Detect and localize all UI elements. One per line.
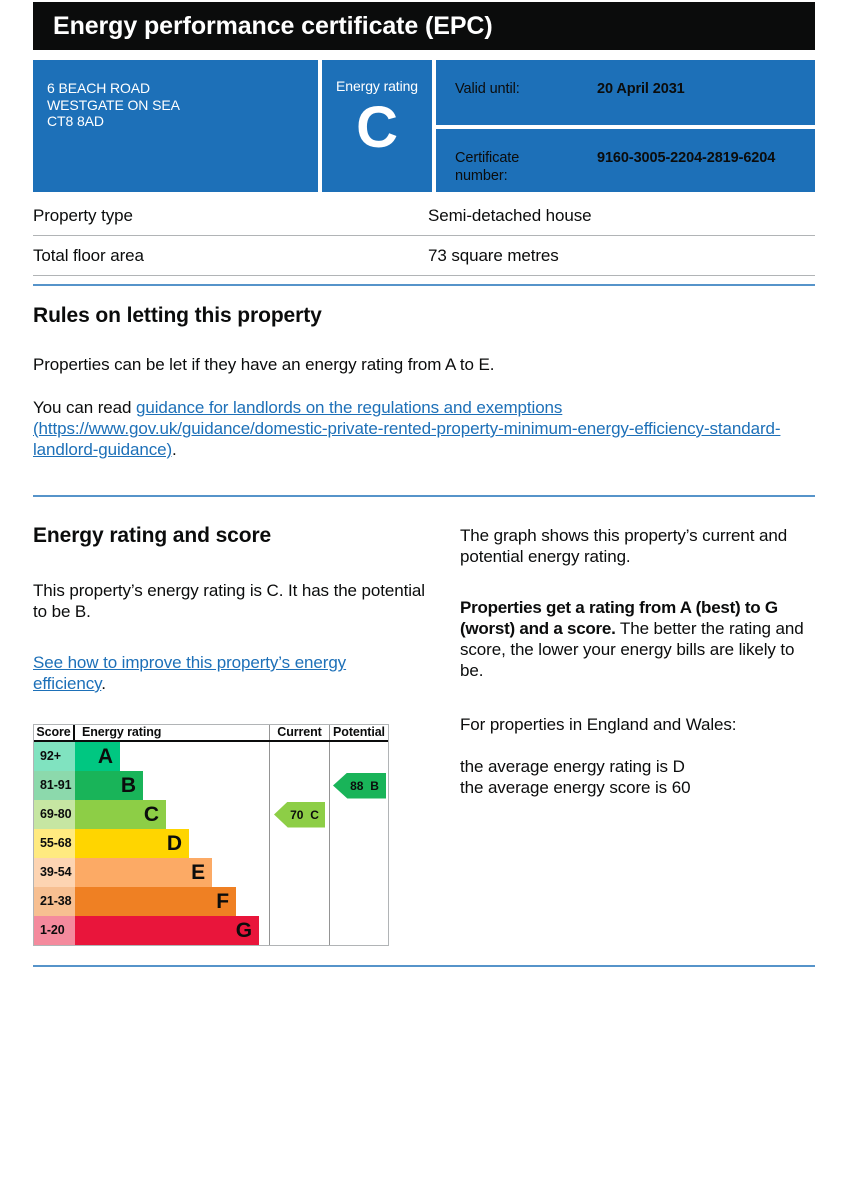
energy-rating-label: Energy rating [336,78,418,94]
band-bar-c: C [75,800,166,829]
valid-until-value: 20 April 2031 [597,81,685,97]
band-bar-g: G [75,916,259,945]
potential-score: 88 [350,778,364,793]
section-divider [33,495,815,497]
rating-explanation-rest: The better the rating and score, the low… [460,619,804,680]
address-line-2: WESTGATE ON SEA [47,96,180,113]
landlord-guidance-link[interactable]: guidance for landlords on the regulation… [33,398,781,459]
band-bar-b: B [75,771,143,800]
current-score: 70 [290,807,304,822]
epc-band-row-a: 92+ A [34,742,388,771]
graph-description-paragraph: The graph shows this property’s current … [460,526,788,566]
property-facts-table: Property type Semi-detached house Total … [33,196,815,276]
guidance-prefix-text: You can read [33,398,136,417]
improve-efficiency-link[interactable]: See how to improve this property’s energ… [33,653,347,693]
property-type-label: Property type [33,206,133,225]
band-score-range: 55-68 [34,829,75,858]
score-column-header: Score [34,725,75,740]
improve-suffix-text: . [101,674,106,693]
rules-paragraph: Properties can be let if they have an en… [33,355,495,374]
rules-guidance-paragraph: You can read guidance for landlords on t… [33,397,815,460]
floor-area-value: 73 square metres [428,246,559,265]
band-score-range: 69-80 [34,800,75,829]
epc-band-row-b: 81-91 B [34,771,388,800]
epc-band-row-e: 39-54 E [34,858,388,887]
epc-rating-chart: Score Energy rating Current Potential 92… [33,724,389,946]
current-column-line [269,742,270,945]
band-score-range: 39-54 [34,858,75,887]
energy-rating-box: Energy rating C [322,60,432,192]
property-address: 6 BEACH ROAD WESTGATE ON SEA CT8 8AD [33,60,318,192]
page-title-bar: Energy performance certificate (EPC) [33,2,815,50]
epc-chart-body: 92+ A 81-91 B 69-80 C 55-68 D 39-54 E 21-38 F 1-20 G 7… [34,742,388,945]
band-score-range: 1-20 [34,916,75,945]
valid-until-row: Valid until: 20 April 2031 [436,60,815,125]
epc-band-row-g: 1-20 G [34,916,388,945]
energy-rating-column-header: Energy rating [82,725,162,739]
rating-left-column: Energy rating and score This property’s … [33,505,460,946]
average-score-line: the average energy score is 60 [460,778,691,797]
section-divider [33,965,815,967]
band-score-range: 81-91 [34,771,75,800]
guidance-suffix-text: . [172,440,177,459]
energy-rating-letter: C [356,95,398,160]
energy-rating-section: Energy rating and score This property’s … [33,505,815,946]
rating-heading: Energy rating and score [33,524,272,547]
average-rating-line: the average energy rating is D [460,757,685,776]
address-line-3: CT8 8AD [47,113,104,129]
address-line-1: 6 BEACH ROAD [47,80,151,96]
current-column-header: Current [269,725,329,740]
property-type-value: Semi-detached house [428,206,592,225]
band-bar-a: A [75,742,120,771]
rating-explanation-paragraph: Properties get a rating from A (best) to… [460,597,815,681]
band-bar-e: E [75,858,212,887]
section-divider [33,284,815,286]
epc-band-row-d: 55-68 D [34,829,388,858]
certificate-number-row: Certificate number: 9160-3005-2204-2819-… [436,129,815,192]
rating-intro-paragraph: This property’s energy rating is C. It h… [33,581,425,621]
epc-band-row-f: 21-38 F [34,887,388,916]
england-wales-paragraph: For properties in England and Wales: [460,715,737,734]
potential-column-header: Potential [329,725,388,740]
certificate-number-label: Certificate number: [455,150,520,184]
epc-chart-header: Score Energy rating Current Potential [34,725,388,742]
potential-letter: B [370,778,379,793]
band-bar-d: D [75,829,189,858]
epc-document: Energy performance certificate (EPC) 6 B… [0,2,847,967]
rating-right-column: The graph shows this property’s current … [460,505,815,946]
improve-paragraph: See how to improve this property’s energ… [33,652,403,694]
rating-explanation-bold: Properties get a rating from A (best) to… [460,598,778,638]
floor-area-label: Total floor area [33,246,144,265]
rules-heading: Rules on letting this property [33,304,322,327]
current-letter: C [310,807,319,822]
band-score-range: 21-38 [34,887,75,916]
table-row: Total floor area 73 square metres [33,236,815,276]
certificate-number-value: 9160-3005-2204-2819-6204 [597,150,776,166]
potential-column-line [329,742,330,945]
certificate-details-box: Valid until: 20 April 2031 Certificate n… [436,60,815,192]
band-bar-f: F [75,887,236,916]
epc-band-row-c: 69-80 C [34,800,388,829]
averages-paragraph: the average energy rating is D the averag… [460,756,815,798]
valid-until-label: Valid until: [455,81,520,97]
details-divider [436,125,815,129]
page-title: Energy performance certificate (EPC) [53,12,493,40]
summary-panel: 6 BEACH ROAD WESTGATE ON SEA CT8 8AD Ene… [33,60,815,192]
table-row: Property type Semi-detached house [33,196,815,236]
band-score-range: 92+ [34,742,75,771]
rules-section: Rules on letting this property Propertie… [33,303,815,460]
